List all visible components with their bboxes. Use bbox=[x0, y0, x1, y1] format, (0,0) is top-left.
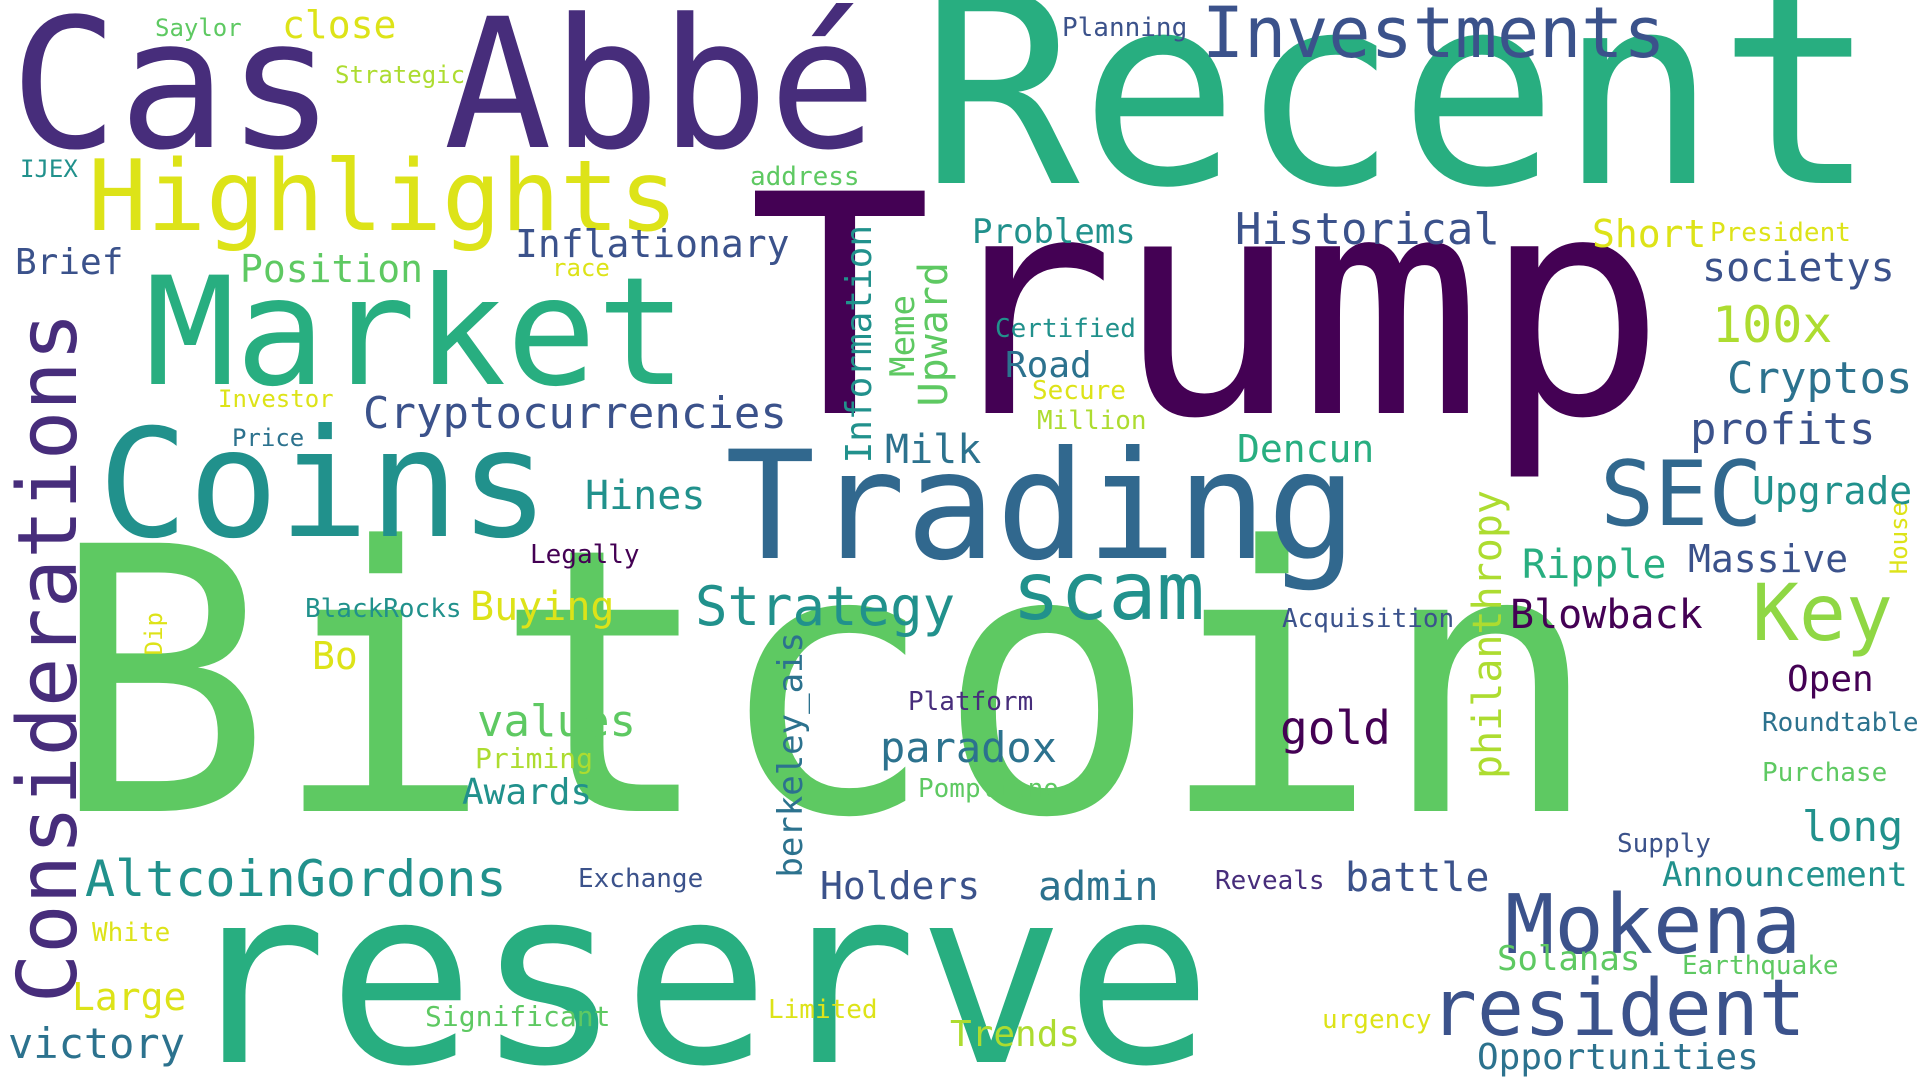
word-pompliano: Pompliano bbox=[918, 776, 1059, 802]
word-cryptos: Cryptos bbox=[1727, 357, 1912, 401]
word-reveals: Reveals bbox=[1215, 868, 1325, 894]
word-cryptocurrencies: Cryptocurrencies bbox=[363, 392, 787, 436]
word-significant: Significant bbox=[425, 1003, 610, 1031]
word-road: Road bbox=[1005, 348, 1092, 384]
word-open: Open bbox=[1787, 662, 1874, 698]
word-announcement: Announcement bbox=[1662, 858, 1908, 892]
word-saylor: Saylor bbox=[155, 16, 242, 40]
word-earthquake: Earthquake bbox=[1682, 953, 1839, 979]
word-upward: Upward bbox=[914, 262, 954, 407]
word-platform: Platform bbox=[908, 689, 1033, 715]
word-limited: Limited bbox=[768, 997, 878, 1023]
word-admin: admin bbox=[1038, 867, 1158, 907]
word-president: President bbox=[1710, 220, 1851, 246]
word-sec: SEC bbox=[1600, 450, 1763, 540]
word-white: White bbox=[92, 920, 170, 946]
word-trends: Trends bbox=[950, 1017, 1080, 1053]
word-berkeley-ais: berkeley_ais bbox=[774, 632, 808, 878]
word-close: close bbox=[282, 6, 396, 44]
word-information: Information bbox=[842, 225, 878, 463]
word-million: Million bbox=[1037, 408, 1147, 434]
word-race: race bbox=[552, 256, 610, 280]
word-holders: Holders bbox=[820, 867, 980, 905]
word-bo: Bo bbox=[312, 637, 358, 675]
word-strategic: Strategic bbox=[335, 63, 465, 87]
word-roundtable: Roundtable bbox=[1762, 710, 1919, 736]
word-investor: Investor bbox=[218, 387, 334, 411]
word-key: Key bbox=[1752, 575, 1893, 653]
word-dencun: Dencun bbox=[1237, 430, 1374, 468]
word-milk: Milk bbox=[885, 430, 981, 470]
word-position: Position bbox=[240, 250, 423, 288]
word-blowback: Blowback bbox=[1510, 595, 1703, 635]
word-urgency: urgency bbox=[1322, 1007, 1432, 1033]
word-altcoingordons: AltcoinGordons bbox=[85, 854, 506, 904]
word-legally: Legally bbox=[530, 542, 640, 568]
word-problems: Problems bbox=[972, 215, 1136, 249]
word-scam: scam bbox=[1012, 552, 1205, 632]
word-hines: Hines bbox=[585, 476, 705, 516]
word-address: address bbox=[750, 164, 860, 190]
word-priming: Priming bbox=[475, 745, 593, 773]
word-planning: Planning bbox=[1062, 15, 1187, 41]
word-victory: victory bbox=[8, 1023, 185, 1065]
word-dip: Dip bbox=[142, 612, 166, 655]
word-values: values bbox=[477, 700, 636, 744]
word-massive: Massive bbox=[1688, 540, 1848, 578]
word-acquisition: Acquisition bbox=[1282, 606, 1454, 632]
word-house: House bbox=[1887, 502, 1911, 574]
word-awards: Awards bbox=[462, 775, 592, 811]
word-100x: 100x bbox=[1712, 300, 1832, 350]
word-exchange: Exchange bbox=[578, 866, 703, 892]
word-battle: battle bbox=[1345, 858, 1490, 898]
word-ijex: IJEX bbox=[20, 157, 78, 181]
word-solanas: Solanas bbox=[1497, 942, 1640, 976]
word-investments: Investments bbox=[1202, 0, 1666, 68]
word-certified: Certified bbox=[995, 316, 1136, 342]
word-long: long bbox=[1802, 806, 1903, 848]
word-opportunities: Opportunities bbox=[1477, 1040, 1759, 1076]
word-paradox: paradox bbox=[880, 727, 1057, 769]
word-considerations: Considerations bbox=[8, 312, 90, 1003]
word-historical: Historical bbox=[1235, 208, 1500, 252]
word-strategy: Strategy bbox=[695, 580, 955, 634]
word-brief: Brief bbox=[15, 245, 123, 281]
word-societys: societys bbox=[1702, 248, 1895, 288]
word-buying: Buying bbox=[470, 587, 615, 627]
word-short: Short bbox=[1592, 215, 1706, 253]
word-gold: gold bbox=[1280, 705, 1391, 751]
word-philanthropy: philanthropy bbox=[1468, 490, 1508, 779]
word-supply: Supply bbox=[1617, 831, 1711, 857]
word-profits: profits bbox=[1690, 408, 1875, 452]
word-blackrocks: BlackRocks bbox=[305, 596, 462, 622]
word-purchase: Purchase bbox=[1762, 760, 1887, 786]
word-large: Large bbox=[72, 978, 186, 1016]
word-price: Price bbox=[232, 426, 304, 450]
word-ripple: Ripple bbox=[1522, 545, 1667, 585]
